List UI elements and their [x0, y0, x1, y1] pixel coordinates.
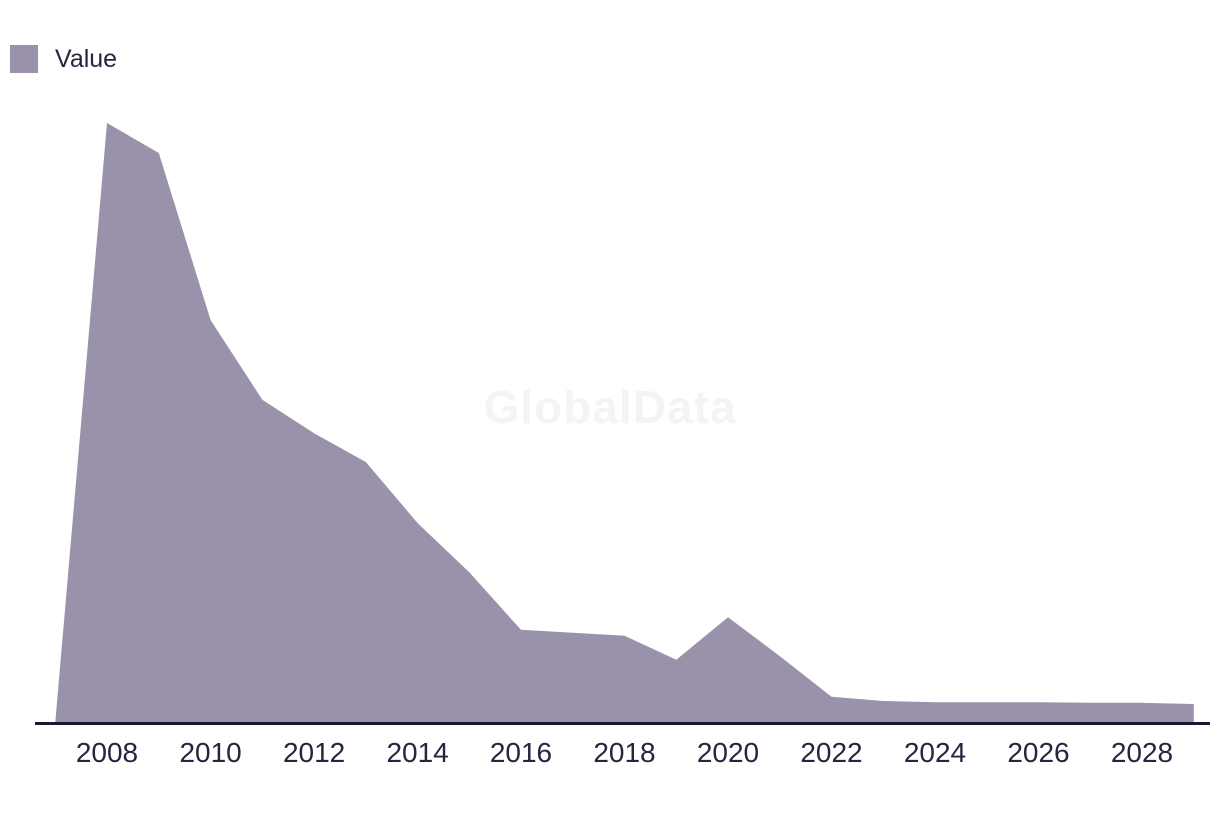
x-tick-label-2012: 2012 [283, 737, 345, 768]
legend-label: Value [55, 45, 118, 73]
legend-swatch-value [10, 45, 38, 73]
x-tick-label-2014: 2014 [386, 737, 448, 768]
x-tick-label-2022: 2022 [800, 737, 862, 768]
legend: Value [10, 45, 117, 73]
area-series-value [55, 123, 1194, 722]
x-tick-label-2024: 2024 [904, 737, 966, 768]
x-tick-label-2016: 2016 [490, 737, 552, 768]
x-tick-label-2010: 2010 [179, 737, 241, 768]
x-tick-label-2008: 2008 [76, 737, 138, 768]
x-tick-label-2020: 2020 [697, 737, 759, 768]
x-tick-label-2026: 2026 [1007, 737, 1069, 768]
x-axis-line [35, 722, 1210, 725]
x-tick-label-2018: 2018 [593, 737, 655, 768]
x-tick-label-2028: 2028 [1111, 737, 1173, 768]
